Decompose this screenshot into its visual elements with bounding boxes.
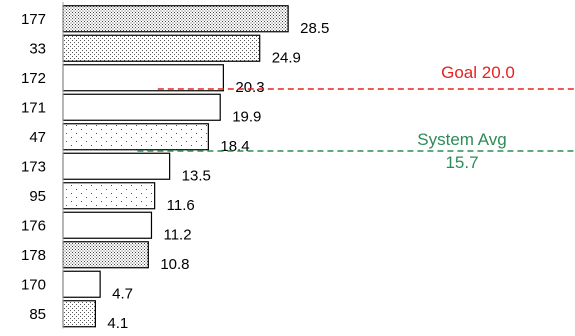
bar-95 <box>62 182 156 210</box>
bar-value-label: 4.7 <box>112 285 133 302</box>
labels-layer: 177 28.5 33 24.9 172 20.3 171 19.9 47 18.4 173 13.5… <box>21 11 329 332</box>
bar-172 <box>62 64 224 92</box>
reference-line-label: 15.7 <box>445 153 478 172</box>
bar-value-label: 24.9 <box>272 49 301 66</box>
bar-value-label: 4.1 <box>107 315 128 331</box>
bar-173 <box>62 152 171 180</box>
reference-lines-layer: Goal 20.0 System Avg 15.7 <box>137 63 575 172</box>
bar-178 <box>62 241 149 269</box>
bar-171 <box>62 93 221 121</box>
category-tick-label: 170 <box>21 276 46 293</box>
category-tick-label: 172 <box>21 70 46 87</box>
bars-layer <box>62 5 289 328</box>
reference-line-label: System Avg <box>417 130 506 149</box>
category-tick-label: 95 <box>29 188 46 205</box>
bar-value-label: 13.5 <box>182 167 211 184</box>
bar-176 <box>62 211 153 239</box>
category-tick-label: 33 <box>29 40 46 57</box>
bar-47 <box>62 123 209 151</box>
bar-170 <box>62 270 101 298</box>
bar-value-label: 11.6 <box>167 197 195 214</box>
category-tick-label: 173 <box>21 158 46 175</box>
category-tick-label: 85 <box>29 306 46 323</box>
bar-value-label: 19.9 <box>232 108 261 125</box>
category-tick-label: 177 <box>21 11 46 28</box>
category-tick-label: 47 <box>29 129 46 146</box>
category-tick-label: 171 <box>21 99 46 116</box>
bar-85 <box>62 300 96 328</box>
bar-value-label: 11.2 <box>163 226 191 243</box>
bar-value-label: 18.4 <box>220 138 249 155</box>
category-tick-label: 178 <box>21 247 46 264</box>
bar-177 <box>62 5 289 33</box>
category-tick-label: 176 <box>21 217 46 234</box>
bar-value-label: 20.3 <box>235 79 264 96</box>
bar-value-label: 28.5 <box>300 20 329 37</box>
reference-line-label: Goal 20.0 <box>441 63 515 82</box>
bar-33 <box>62 34 261 62</box>
bar-value-label: 10.8 <box>160 256 189 273</box>
